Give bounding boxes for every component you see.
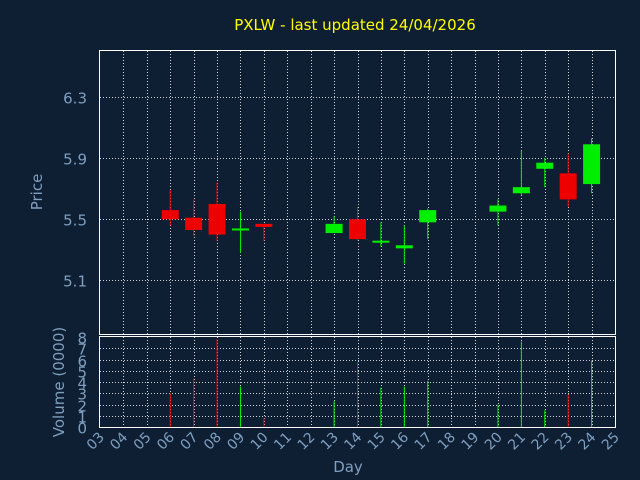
x-tick-label: 11	[271, 430, 295, 454]
volume-tick-label: 2	[77, 398, 87, 416]
x-tick-label: 13	[318, 430, 342, 454]
x-tick-label: 07	[178, 430, 202, 454]
candle-body	[349, 219, 366, 240]
x-tick-label: 24	[575, 429, 599, 453]
price-tick-label: 5.1	[63, 273, 87, 291]
x-tick-label: 06	[154, 429, 178, 453]
candle-body	[489, 205, 507, 212]
price-grid	[100, 51, 615, 334]
chart-title: PXLW - last updated 24/04/2026	[234, 16, 476, 34]
volume-tick-label: 6	[77, 353, 87, 371]
candle-body	[372, 240, 390, 243]
volume-tick-label: 5	[77, 364, 87, 382]
candle-body	[208, 203, 226, 235]
candle-body	[395, 245, 413, 249]
x-axis-label: Day	[333, 458, 363, 476]
volume-axis-label: Volume (0000)	[50, 327, 68, 437]
x-tick-label: 14	[341, 429, 365, 453]
x-tick-label: 04	[107, 429, 131, 453]
x-tick-label: 17	[412, 430, 436, 454]
candle-body	[185, 217, 203, 230]
candle-body	[536, 162, 554, 169]
price-axis-label: Price	[28, 174, 46, 211]
volume-tick-label: 7	[77, 341, 87, 359]
volume-tick-label: 3	[77, 386, 87, 404]
x-tick-label: 16	[388, 429, 412, 453]
x-tick-label: 08	[201, 430, 225, 454]
candle-body	[419, 210, 437, 223]
x-tick-labels: 03 04 05 06 07 08 09 10 11 12 13 14 15 16 17 18 19 20 21 22…	[84, 429, 623, 453]
volume-panel-frame	[99, 336, 616, 428]
x-tick-label: 03	[84, 430, 108, 454]
volume-tick-label: 8	[77, 330, 87, 348]
price-tick-label: 5.5	[63, 212, 87, 230]
price-panel-frame	[99, 50, 616, 335]
x-tick-label: 23	[552, 430, 576, 454]
candle-body	[161, 210, 179, 220]
volume-tick-label: 1	[77, 409, 87, 427]
x-tick-label: 12	[295, 430, 319, 454]
x-tick-label: 18	[435, 430, 459, 454]
candles	[161, 138, 601, 264]
x-tick-label: 22	[529, 430, 553, 454]
candle-body	[255, 223, 273, 227]
x-tick-label: 21	[505, 430, 529, 454]
price-tick-labels: 5.1 5.5 5.9 6.3	[63, 90, 87, 291]
volume-bars	[169, 339, 593, 427]
candle-body	[325, 223, 343, 234]
candle-body	[559, 173, 577, 200]
x-tick-label: 25	[599, 430, 623, 454]
price-tick-label: 6.3	[63, 90, 87, 108]
x-tick-label: 15	[365, 430, 389, 454]
volume-tick-label: 4	[77, 375, 87, 393]
volume-tick-label: 0	[77, 420, 87, 438]
x-tick-label: 09	[224, 430, 248, 454]
x-tick-label: 05	[131, 430, 155, 454]
candle-body	[583, 144, 601, 185]
x-tick-label: 19	[458, 430, 482, 454]
x-tick-label: 20	[482, 430, 506, 454]
price-tick-label: 5.9	[63, 151, 87, 169]
candle-body	[231, 228, 249, 231]
candle-body	[512, 187, 530, 194]
x-tick-label: 10	[248, 430, 272, 454]
